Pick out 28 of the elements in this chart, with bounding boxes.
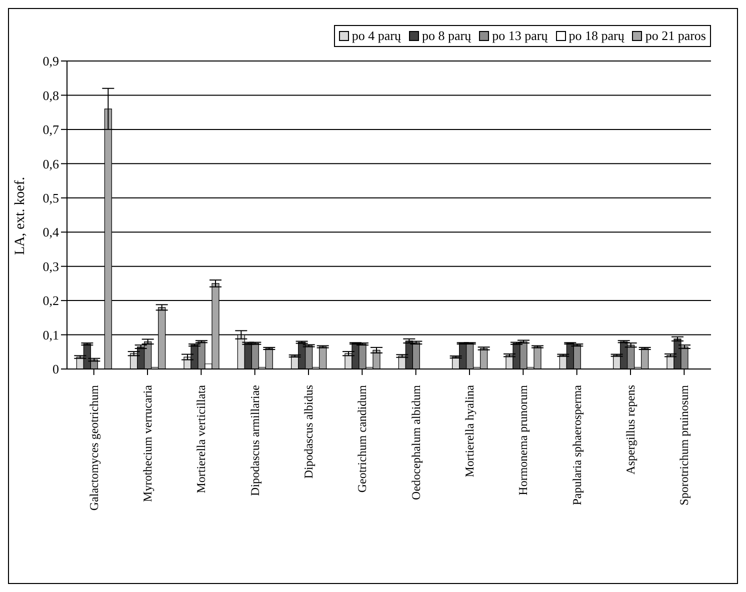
x-tick-label: Papularia sphaerosperma [570,384,584,506]
y-tick-label: 0,2 [42,293,59,308]
x-tick-label: Dipodascus albidus [302,384,316,479]
y-tick-label: 0,8 [42,88,59,103]
y-tick-label: 0,3 [42,258,59,274]
x-tick-label: Oedocephalum albidum [408,384,423,500]
x-tick-label: Myrothecium verrucaria [140,384,154,502]
y-tick-label: 0,1 [42,327,59,342]
y-tick-label: 0,5 [42,190,59,206]
y-tick-label: 0,7 [42,122,60,138]
y-tick-label: 0,4 [42,224,60,240]
x-tick-label: Geotrichum candidum [355,384,370,493]
y-tick-label: 0,9 [42,54,59,69]
x-tick-label: Mortierella hyalina [462,384,476,478]
legend-label: po 8 parų [422,28,472,44]
legend-label: po 21 paros [645,28,706,44]
y-tick-label: 0,6 [42,156,60,172]
x-tick-label: Sporotrichum pruinosum [677,384,692,506]
x-tick-label: Hormonema prunorum [516,384,530,496]
legend-label: po 18 parų [568,28,624,44]
x-tick-label: Aspergillus repens [624,384,638,474]
y-axis-title: LA, ext. koef. [12,176,28,255]
legend-label: po 13 parų [492,28,548,44]
y-tick-label: 0 [52,362,59,377]
x-tick-label: Galactomyces geotrichum [86,384,101,511]
x-tick-label: Dipodascus armillariae [248,385,262,496]
x-tick-label: Mortierella verticillata [194,384,208,494]
legend-label: po 4 parų [352,28,401,44]
